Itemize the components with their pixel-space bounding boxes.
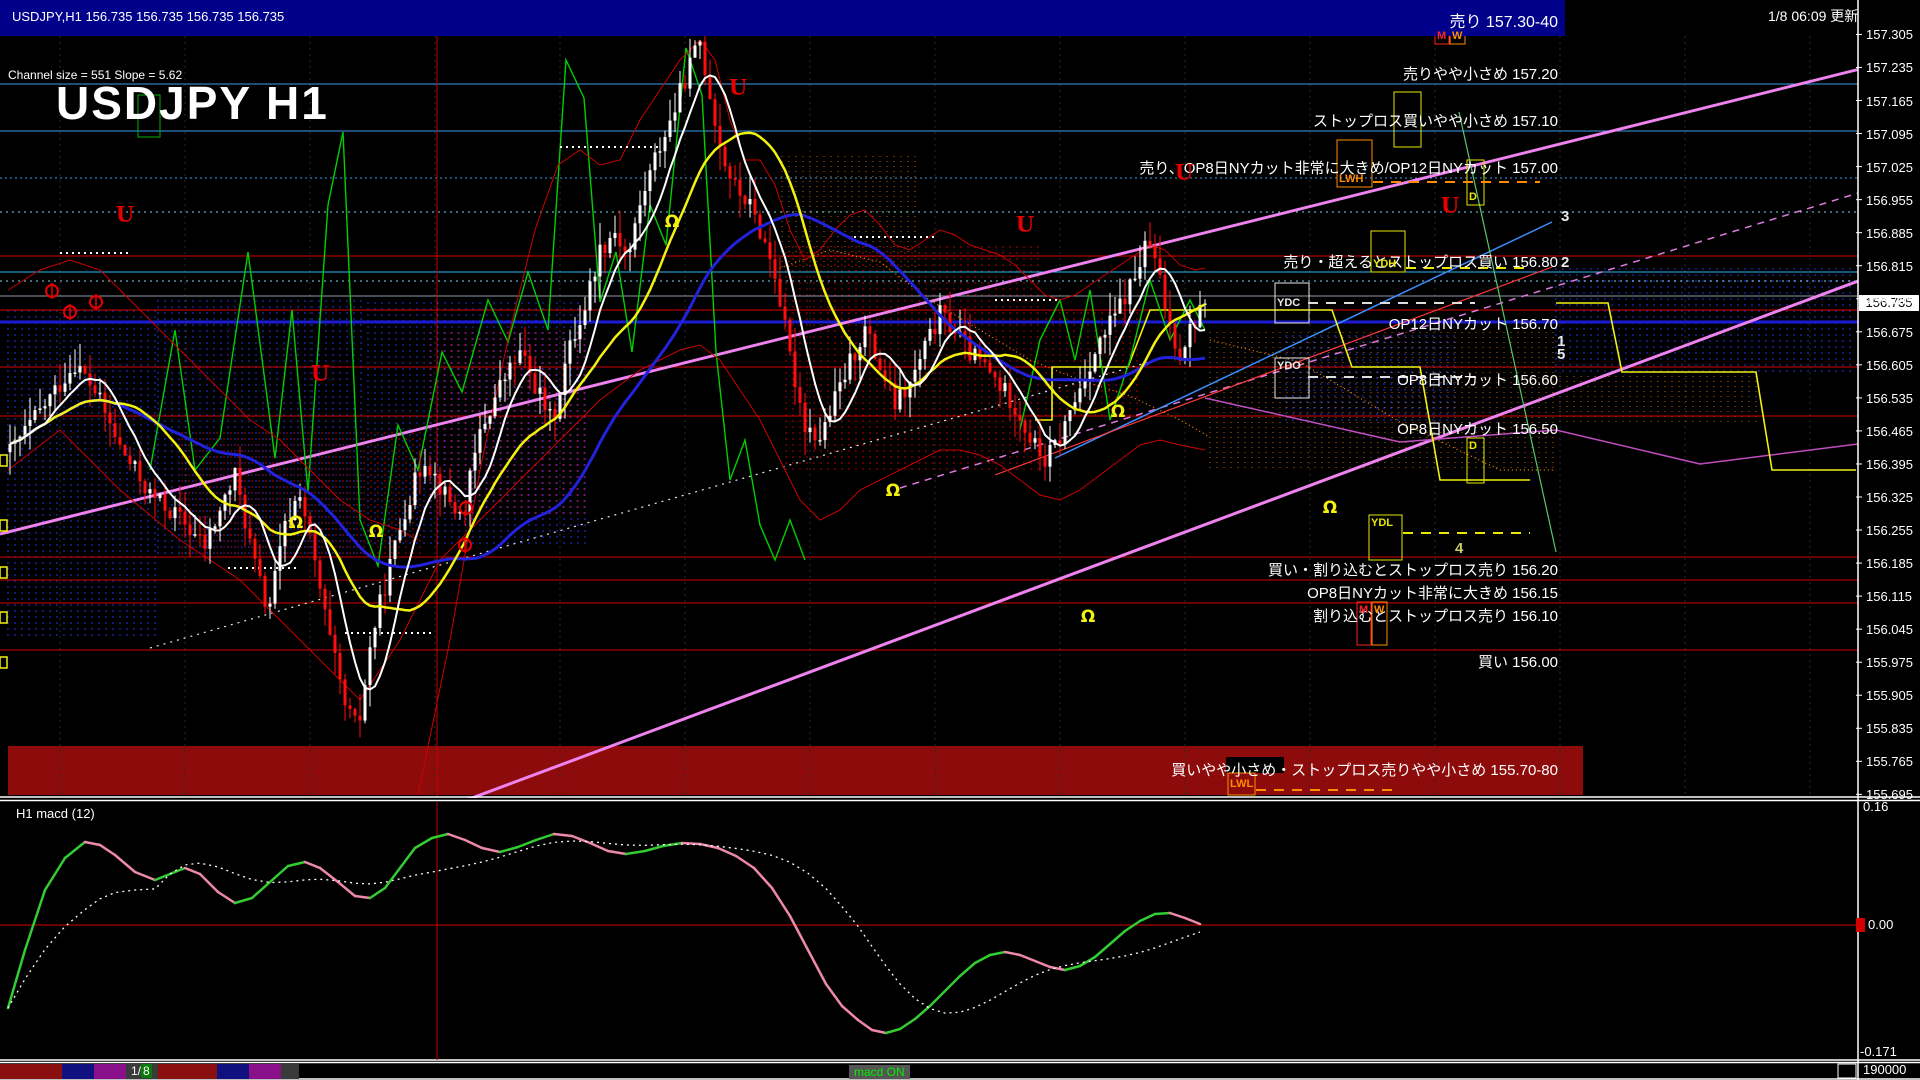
navigator-segment[interactable]	[0, 1064, 62, 1079]
navigator-segment[interactable]	[158, 1064, 217, 1079]
navigator-segment[interactable]	[217, 1064, 249, 1079]
navigator-segment[interactable]	[94, 1064, 126, 1079]
navigator-segment[interactable]	[62, 1064, 94, 1079]
navigator-segment[interactable]	[249, 1064, 281, 1079]
navigator-segment[interactable]	[281, 1064, 299, 1079]
navigator-segment[interactable]	[126, 1064, 158, 1079]
